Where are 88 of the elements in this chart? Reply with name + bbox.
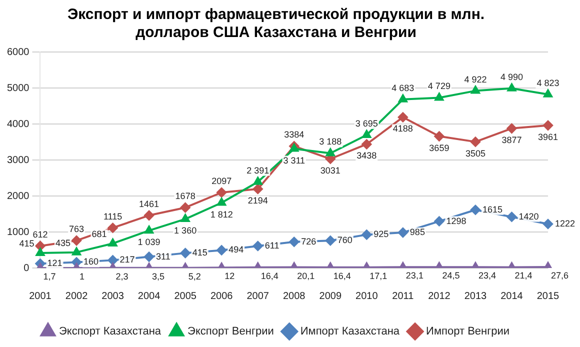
- data-label: 760: [337, 235, 352, 246]
- x-tick-label: 2009: [319, 290, 342, 302]
- data-label: 1115: [103, 211, 122, 222]
- y-tick-label: 2000: [6, 190, 30, 202]
- x-tick-label: 2015: [536, 290, 560, 302]
- data-label: 16,4: [333, 270, 351, 281]
- x-tick-label: 2010: [356, 290, 378, 302]
- y-tick-label: 3000: [6, 154, 30, 166]
- data-label: 1461: [139, 198, 160, 209]
- x-tick-label: 2012: [428, 290, 451, 302]
- legend-label: Импорт Венгрии: [426, 326, 510, 338]
- data-label: 1420: [518, 211, 539, 222]
- data-label: 1,7: [43, 271, 56, 282]
- data-label: 3505: [465, 148, 486, 158]
- data-label: 925: [374, 229, 389, 240]
- x-tick-label: 2014: [500, 290, 524, 302]
- text: долларов США Казахстана и Венгрии: [136, 24, 416, 42]
- data-label: 17,1: [370, 270, 388, 281]
- data-label: 3,5: [152, 271, 165, 282]
- data-label: 1: [80, 271, 85, 282]
- data-label: 20,1: [297, 270, 315, 281]
- data-label: 494: [228, 244, 244, 255]
- x-tick-label: 2013: [464, 290, 488, 302]
- data-label: 2 391: [246, 165, 270, 176]
- data-label: 681: [92, 228, 107, 239]
- data-label: 3877: [502, 134, 522, 145]
- data-label: 985: [410, 227, 425, 238]
- data-label: 4188: [392, 124, 413, 134]
- data-label: 1298: [446, 216, 466, 226]
- data-label: 3659: [429, 142, 450, 153]
- data-label: 3 188: [319, 136, 342, 147]
- data-label: 311: [156, 251, 170, 262]
- x-tick-label: 2007: [246, 290, 270, 302]
- data-label: 1678: [175, 191, 196, 202]
- data-label: 121: [47, 258, 62, 268]
- data-label: 726: [301, 236, 316, 246]
- data-label: 611: [264, 240, 280, 250]
- data-label: 21,4: [514, 270, 532, 281]
- data-label: 2,3: [116, 271, 128, 282]
- x-tick-label: 2001: [29, 290, 52, 302]
- data-label: 3961: [538, 132, 558, 142]
- data-label: 415: [192, 248, 208, 258]
- data-label: 16,4: [260, 270, 278, 281]
- y-tick-label: 4000: [6, 118, 30, 130]
- data-label: 23,1: [406, 270, 424, 281]
- x-tick-label: 2006: [210, 290, 234, 302]
- x-tick-label: 2011: [392, 290, 414, 302]
- data-label: 23,4: [478, 270, 496, 281]
- data-label: 3 311: [283, 155, 306, 166]
- x-tick-label: 2008: [283, 290, 306, 302]
- y-tick-label: 6000: [6, 46, 30, 58]
- data-label: 612: [32, 229, 48, 240]
- data-label: 4 922: [464, 74, 487, 84]
- data-label: 3438: [356, 150, 377, 161]
- data-label: 1 812: [210, 209, 233, 220]
- data-label: 1 039: [138, 237, 160, 248]
- data-label: 3031: [320, 165, 340, 176]
- data-label: 27,6: [551, 270, 569, 280]
- data-label: 160: [84, 256, 99, 267]
- data-label: 435: [55, 238, 71, 248]
- data-label: 2194: [248, 196, 268, 206]
- data-label: 1615: [482, 204, 502, 214]
- data-label: 4 990: [500, 72, 523, 82]
- y-tick-label: 1000: [6, 226, 30, 238]
- data-label: 1 360: [174, 226, 197, 236]
- legend-label: Импорт Казахстана: [300, 326, 400, 338]
- text: Экспорт и импорт фармацевтической продукции в млн.: [67, 6, 485, 24]
- data-label: 4 729: [428, 81, 450, 92]
- data-label: 12: [224, 271, 235, 282]
- legend-label: Экспорт Венгрии: [188, 326, 274, 338]
- x-tick-label: 2004: [138, 290, 161, 302]
- data-label: 2097: [212, 176, 232, 186]
- data-label: 1222: [555, 218, 576, 228]
- y-tick-label: 0: [24, 262, 30, 274]
- legend-label: Экспорт Казахстана: [58, 326, 162, 338]
- data-label: 3384: [284, 130, 304, 140]
- data-label: 4 823: [536, 78, 560, 88]
- data-label: 4 683: [392, 82, 414, 93]
- data-label: 763: [69, 224, 84, 234]
- x-tick-label: 2002: [65, 290, 88, 302]
- data-label: 415: [19, 238, 34, 249]
- y-tick-label: 5000: [6, 82, 30, 94]
- data-label: 24,5: [442, 270, 460, 281]
- data-label: 5,2: [188, 271, 201, 282]
- data-label: 217: [120, 254, 135, 265]
- x-tick-label: 2003: [102, 290, 124, 302]
- x-tick-label: 2005: [174, 290, 197, 302]
- data-label: 3 695: [355, 118, 378, 128]
